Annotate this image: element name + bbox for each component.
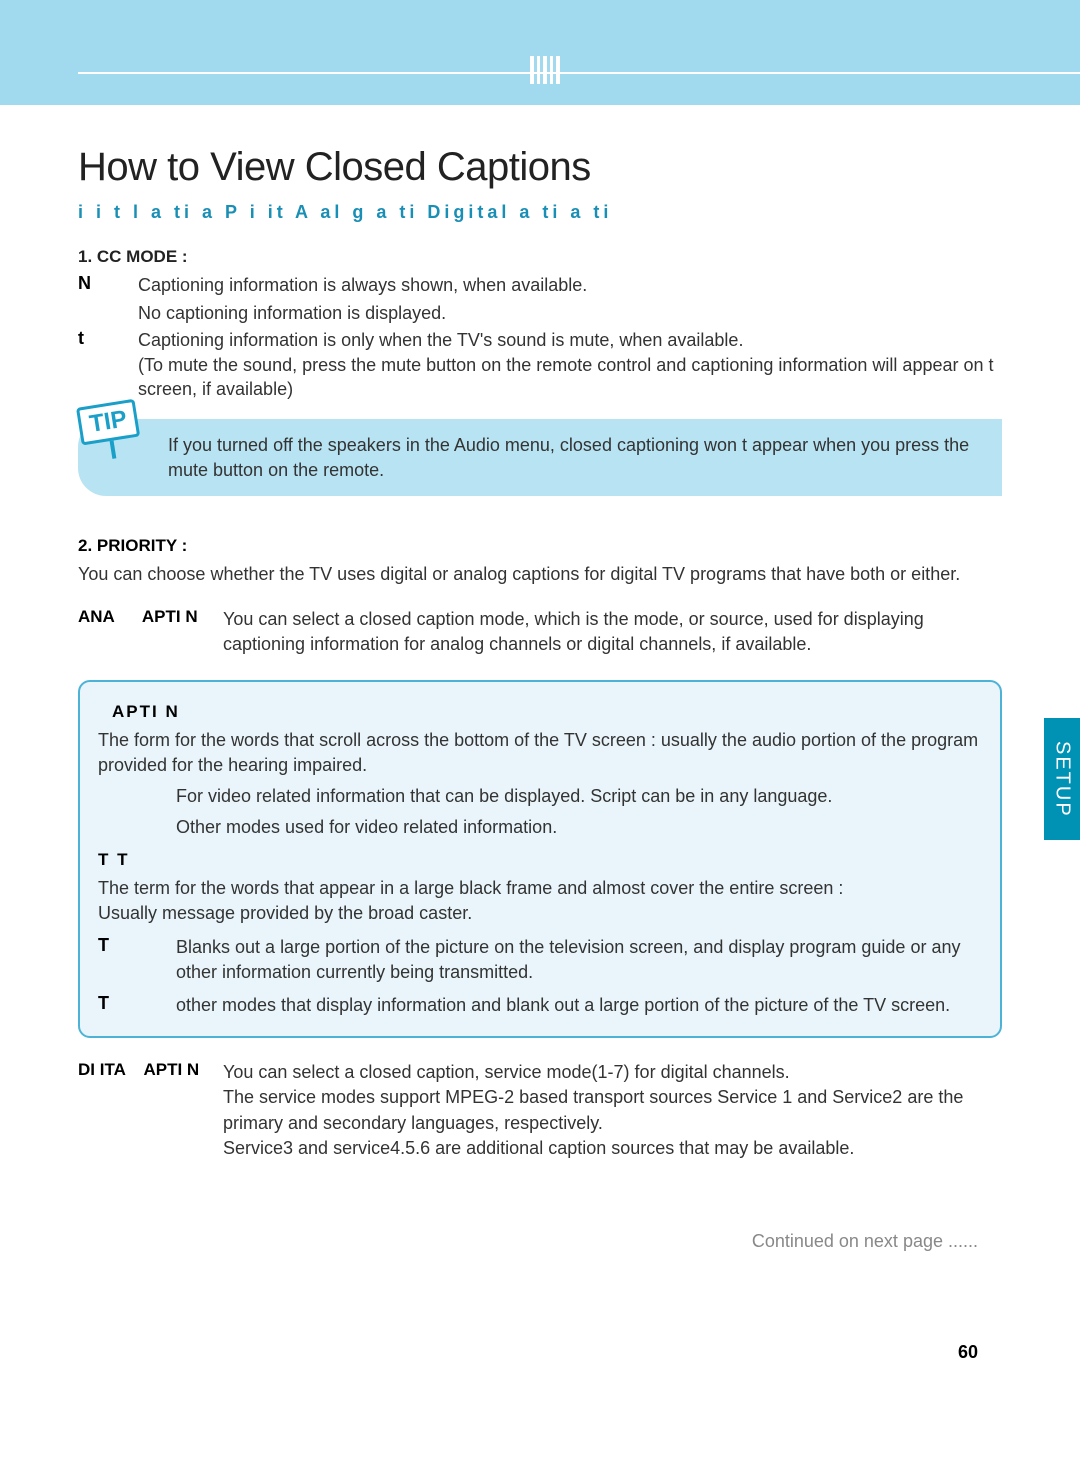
cc-mode-heading: 1. CC MODE : bbox=[78, 247, 1002, 267]
page-subtitle: i i t l a ti a P i it A al g a ti Digita… bbox=[78, 202, 1002, 223]
analog-caption-val: You can select a closed caption mode, wh… bbox=[223, 607, 1002, 657]
cc-mode-key: t bbox=[78, 328, 138, 401]
side-tab-setup: SETUP bbox=[1044, 718, 1080, 840]
text-heading: T T bbox=[98, 850, 982, 870]
continued-text: Continued on next page ...... bbox=[78, 1231, 1002, 1252]
digital-caption-row: DI ITA APTI N You can select a closed ca… bbox=[78, 1060, 1002, 1161]
priority-intro: You can choose whether the TV uses digit… bbox=[78, 562, 1002, 587]
caption-heading: APTI N bbox=[98, 702, 982, 722]
tip-badge: TIP bbox=[76, 399, 143, 464]
page-content: How to View Closed Captions i i t l a ti… bbox=[0, 105, 1002, 1363]
text-row: T other modes that display information a… bbox=[98, 993, 982, 1018]
caption-text: The form for the words that scroll acros… bbox=[98, 728, 982, 778]
text-row-key: T bbox=[98, 993, 176, 1018]
digital-caption-val: You can select a closed caption, service… bbox=[223, 1060, 1002, 1161]
tip-text: If you turned off the speakers in the Au… bbox=[78, 419, 1002, 496]
cc-mode-val: Captioning information is always shown, … bbox=[138, 273, 1002, 297]
digital-caption-key: DI ITA APTI N bbox=[78, 1060, 223, 1161]
cc-mode-item: N Captioning information is always shown… bbox=[78, 273, 1002, 297]
barcode-icon bbox=[530, 56, 560, 84]
text-row-key: T bbox=[98, 935, 176, 985]
text-row-val: other modes that display information and… bbox=[176, 993, 982, 1018]
cc-mode-item: t Captioning information is only when th… bbox=[78, 328, 1002, 401]
banner-line bbox=[78, 72, 1080, 74]
top-banner bbox=[0, 0, 1080, 105]
priority-heading: 2. PRIORITY : bbox=[78, 536, 1002, 556]
text-row-val: Blanks out a large portion of the pictur… bbox=[176, 935, 982, 985]
caption-sub2: Other modes used for video related infor… bbox=[98, 815, 982, 840]
page-title: How to View Closed Captions bbox=[78, 145, 1002, 190]
analog-caption-row: ANA APTI N You can select a closed capti… bbox=[78, 607, 1002, 657]
caption-sub1: For video related information that can b… bbox=[98, 784, 982, 809]
tip-box: TIP If you turned off the speakers in th… bbox=[78, 419, 1002, 496]
page-number: 60 bbox=[78, 1342, 1002, 1363]
side-tab-label: SETUP bbox=[1051, 741, 1074, 818]
text-row: T Blanks out a large portion of the pict… bbox=[98, 935, 982, 985]
cc-mode-key: N bbox=[78, 273, 138, 297]
cc-mode-val: No captioning information is displayed. bbox=[78, 301, 1002, 326]
analog-caption-key: ANA APTI N bbox=[78, 607, 223, 657]
cc-mode-val: Captioning information is only when the … bbox=[138, 328, 1002, 401]
tip-badge-label: TIP bbox=[76, 399, 141, 446]
info-box: APTI N The form for the words that scrol… bbox=[78, 680, 1002, 1039]
tip-stick-icon bbox=[109, 441, 116, 459]
text-text: The term for the words that appear in a … bbox=[98, 876, 982, 926]
